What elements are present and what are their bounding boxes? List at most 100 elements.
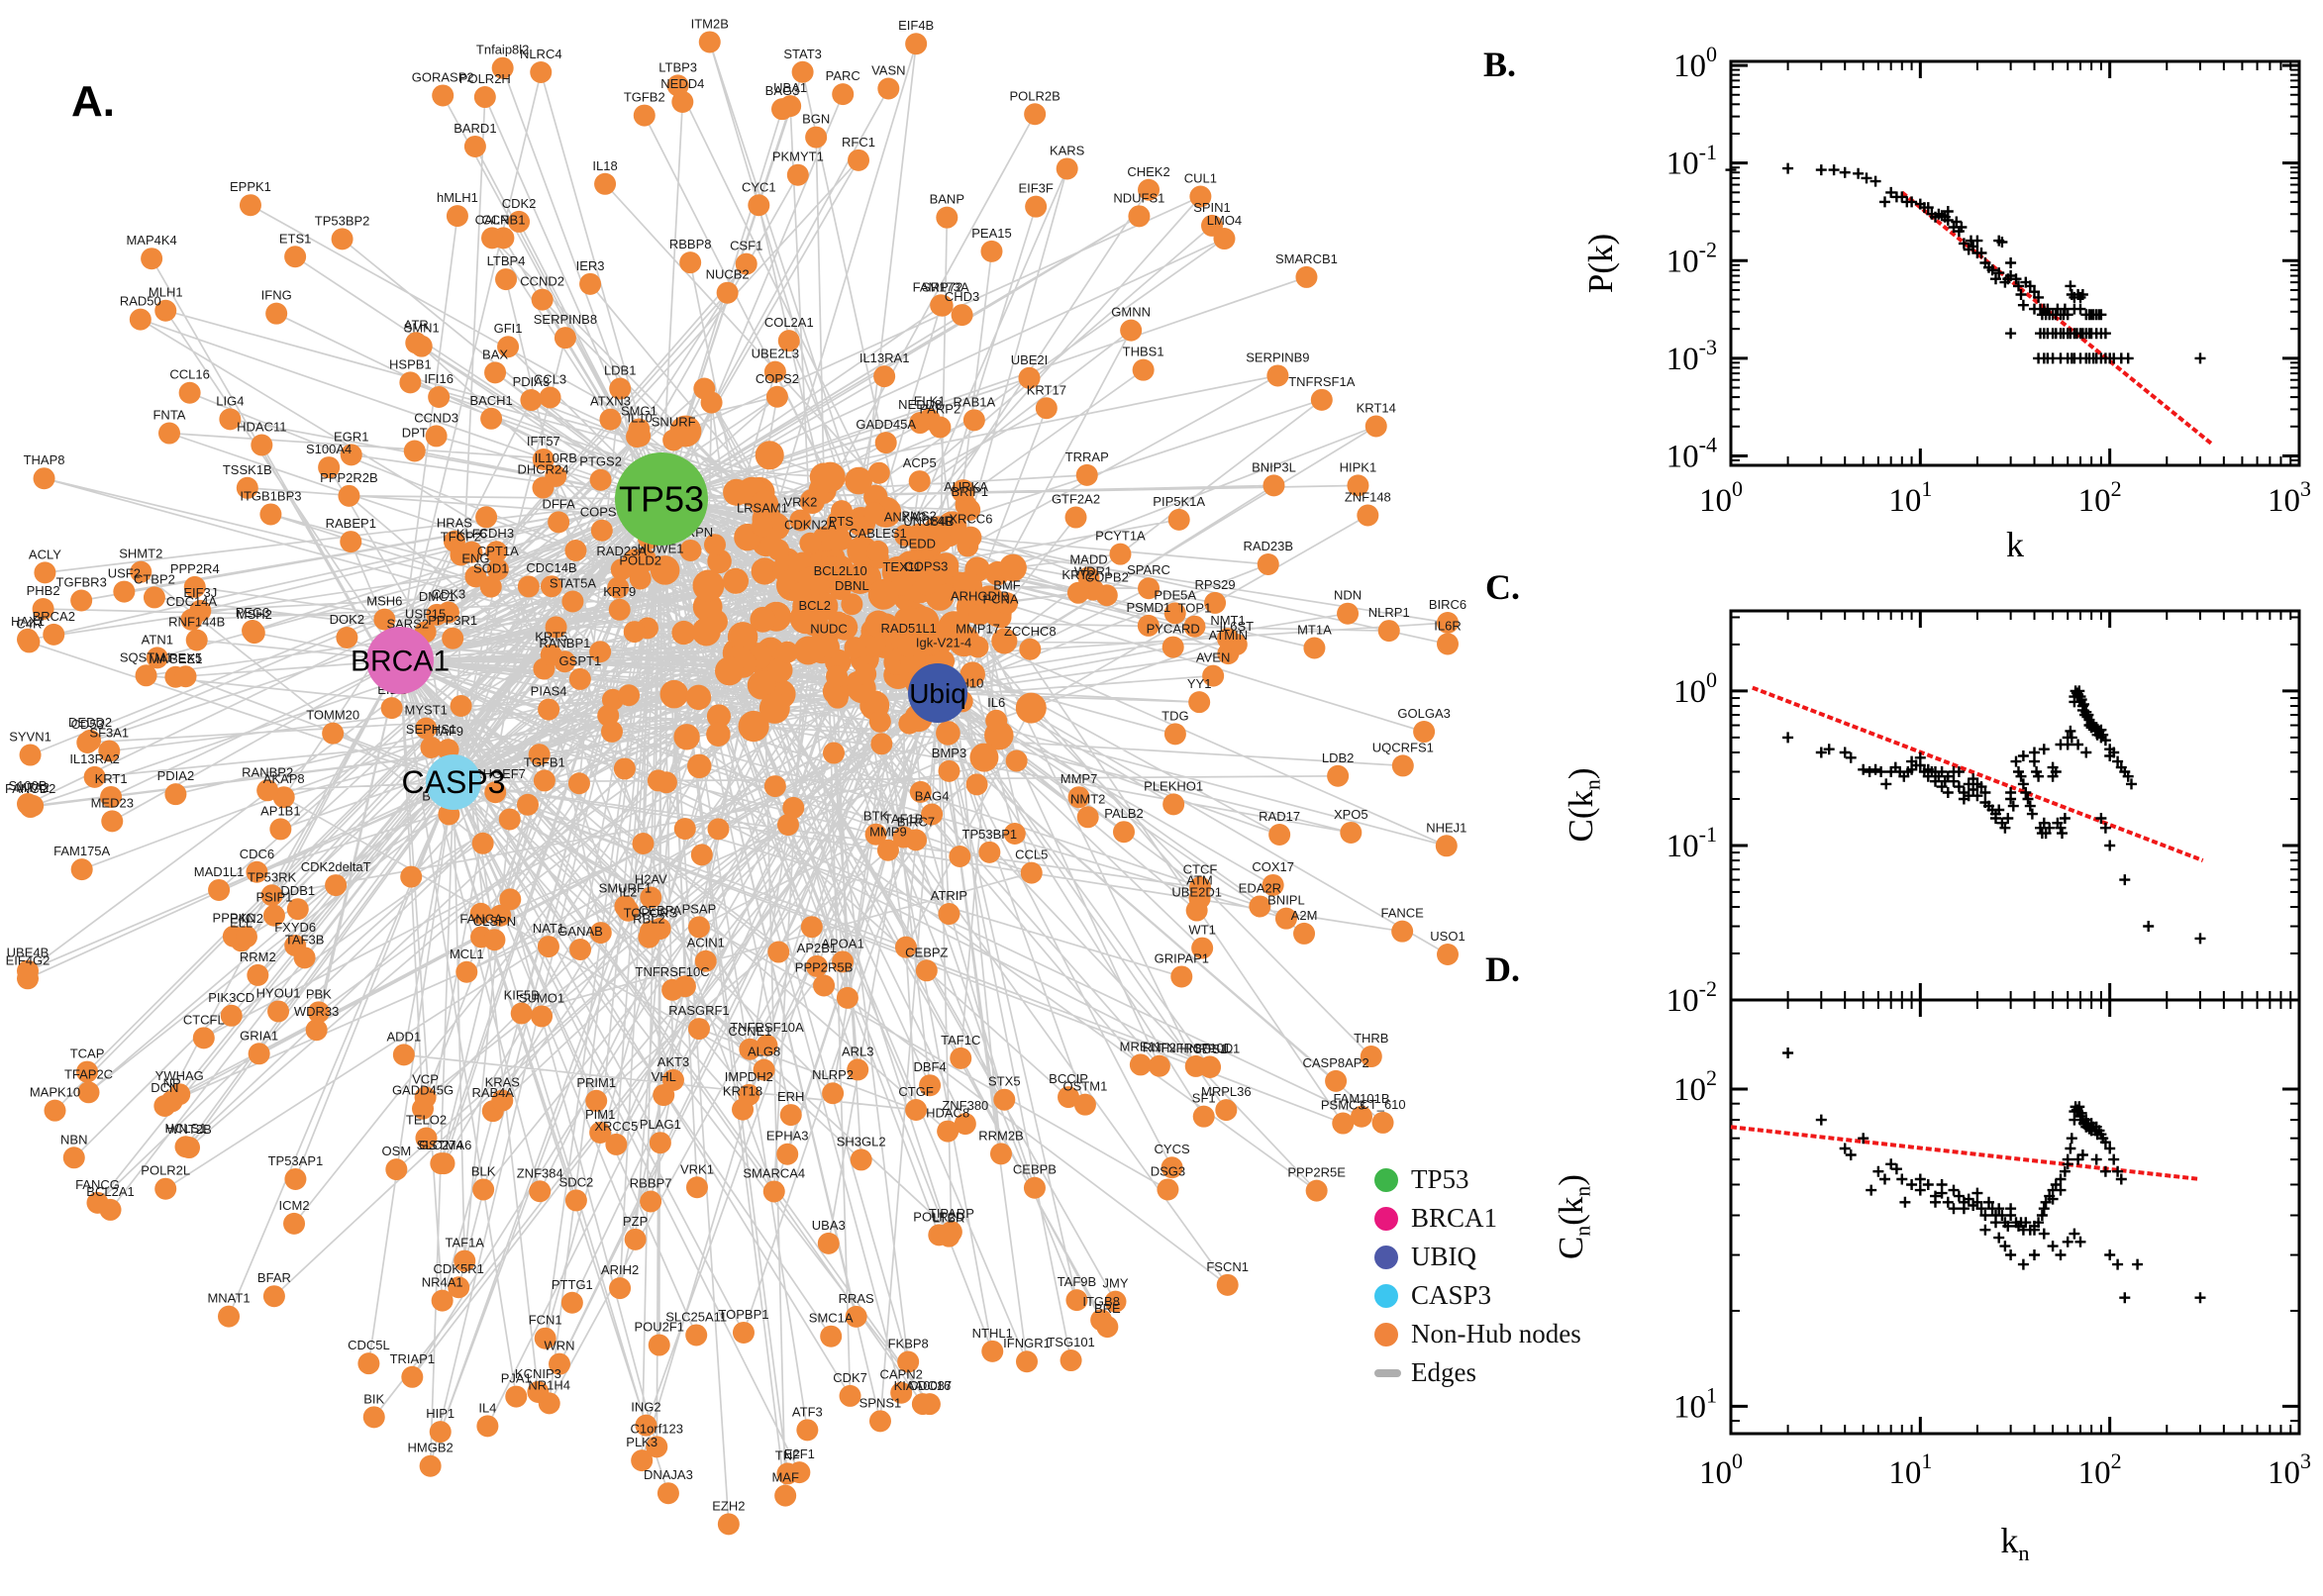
network-node-label: PPP2R5B xyxy=(795,959,854,974)
network-node xyxy=(908,470,931,493)
network-node xyxy=(284,934,307,956)
network-node-label: VHL xyxy=(652,1069,676,1084)
network-node xyxy=(877,77,900,100)
network-node-label: TAF1B xyxy=(884,812,924,827)
network-node xyxy=(996,592,1019,615)
network-node xyxy=(650,555,672,578)
legend-item-label: UBIQ xyxy=(1411,1242,1476,1271)
network-node-label: MRE11 xyxy=(1120,1039,1162,1053)
network-node xyxy=(863,502,886,525)
network-node xyxy=(671,620,696,646)
network-node-label: TGFB2 xyxy=(624,90,665,105)
network-node-label: NEDD4 xyxy=(660,76,704,91)
network-node-label: IFI16 xyxy=(424,371,454,386)
svg-text:10-1: 10-1 xyxy=(1666,140,1717,182)
network-node-label: BMP3 xyxy=(932,746,966,760)
network-node-label: THRB xyxy=(1354,1031,1388,1046)
network-node xyxy=(1076,806,1099,829)
network-node-label: PIK3CD xyxy=(208,990,254,1005)
network-node xyxy=(529,1180,552,1203)
network-node xyxy=(868,1410,891,1433)
network-node-label: RAD51L1 xyxy=(881,621,937,636)
svg-text:P(k): P(k) xyxy=(1581,234,1620,293)
network-node xyxy=(246,860,268,883)
network-node-label: NDN xyxy=(1334,588,1362,603)
network-node xyxy=(473,86,496,109)
network-node-label: PIP5K1A xyxy=(1153,494,1205,509)
network-node xyxy=(617,899,640,922)
network-node xyxy=(747,670,776,700)
network-node xyxy=(218,1305,241,1328)
network-node-label: RAD17 xyxy=(1259,809,1300,824)
network-node-label: RASGRF1 xyxy=(668,1003,729,1018)
network-node xyxy=(673,724,700,750)
network-node xyxy=(685,1176,708,1199)
network-node-label: RANBP1 xyxy=(539,636,590,650)
network-node-label: CCND2 xyxy=(520,274,564,289)
network-node-label: IL4 xyxy=(478,1400,496,1415)
tp53-swatch-icon xyxy=(1374,1167,1398,1192)
network-node xyxy=(530,60,553,83)
network-node xyxy=(286,898,309,921)
network-node xyxy=(679,251,702,274)
network-node-label: NR4A1 xyxy=(422,1275,463,1290)
network-node xyxy=(135,664,157,687)
network-node-label: COX17 xyxy=(1252,859,1294,874)
svg-text:102: 102 xyxy=(1673,1065,1717,1108)
network-node xyxy=(656,1482,679,1505)
network-node xyxy=(799,532,822,554)
network-node xyxy=(805,126,828,149)
network-node xyxy=(99,1198,122,1221)
network-node xyxy=(480,407,503,430)
network-node xyxy=(44,1099,66,1122)
network-node xyxy=(951,304,973,327)
network-node xyxy=(980,240,1003,262)
network-node xyxy=(609,377,632,400)
network-node-label: TFAP2C xyxy=(64,1066,113,1081)
network-node-label: CT_610 xyxy=(1360,1097,1405,1112)
network-node xyxy=(491,1089,514,1112)
network-node-label: NLRP1 xyxy=(1368,605,1410,620)
network-node xyxy=(841,593,863,616)
network-node-label: PSMC3 xyxy=(1321,1098,1365,1113)
hub-node-brca1 xyxy=(366,627,434,694)
network-node-label: TSG101 xyxy=(1047,1335,1094,1349)
network-node xyxy=(732,1098,755,1121)
network-node xyxy=(716,281,739,304)
network-node xyxy=(322,722,345,745)
network-node xyxy=(629,425,652,448)
network-node xyxy=(915,959,938,982)
network-node-label: KLF6 xyxy=(456,527,487,542)
network-node-label: FKBP8 xyxy=(888,1337,929,1351)
network-node xyxy=(649,1132,671,1154)
network-node-label: UNC84B xyxy=(903,514,954,529)
network-node-label: KRT5 xyxy=(535,629,567,644)
network-node xyxy=(236,476,258,499)
network-node-label: GANAB xyxy=(557,924,603,939)
network-node-label: BAG3 xyxy=(765,83,800,98)
network-node-label: SLC25A11 xyxy=(665,1309,727,1324)
network-node xyxy=(1332,1112,1355,1135)
network-node-label: RBBP8 xyxy=(669,237,712,251)
network-node xyxy=(1163,723,1186,746)
network-node xyxy=(776,814,799,837)
network-node-label: BNIP3L xyxy=(1252,459,1296,474)
network-node-label: TOMM20 xyxy=(306,708,359,723)
network-node-label: PDIA3 xyxy=(513,374,551,389)
network-node xyxy=(420,736,443,758)
network-node xyxy=(484,781,507,804)
network-node xyxy=(817,1232,840,1254)
network-node xyxy=(855,662,877,685)
network-node-label: SMG1 xyxy=(621,404,657,419)
network-node xyxy=(564,539,587,561)
network-node xyxy=(1274,907,1297,930)
network-node-label: IL10RB xyxy=(535,450,577,465)
network-node xyxy=(532,449,555,471)
network-node xyxy=(915,573,938,596)
network-node xyxy=(433,1152,455,1175)
network-node-label: ICM2 xyxy=(279,1198,310,1213)
network-node-label: KIF5B xyxy=(504,988,540,1003)
network-node-label: ITGB1BP3 xyxy=(240,488,301,503)
network-node xyxy=(154,1177,177,1200)
network-node xyxy=(685,1324,708,1347)
